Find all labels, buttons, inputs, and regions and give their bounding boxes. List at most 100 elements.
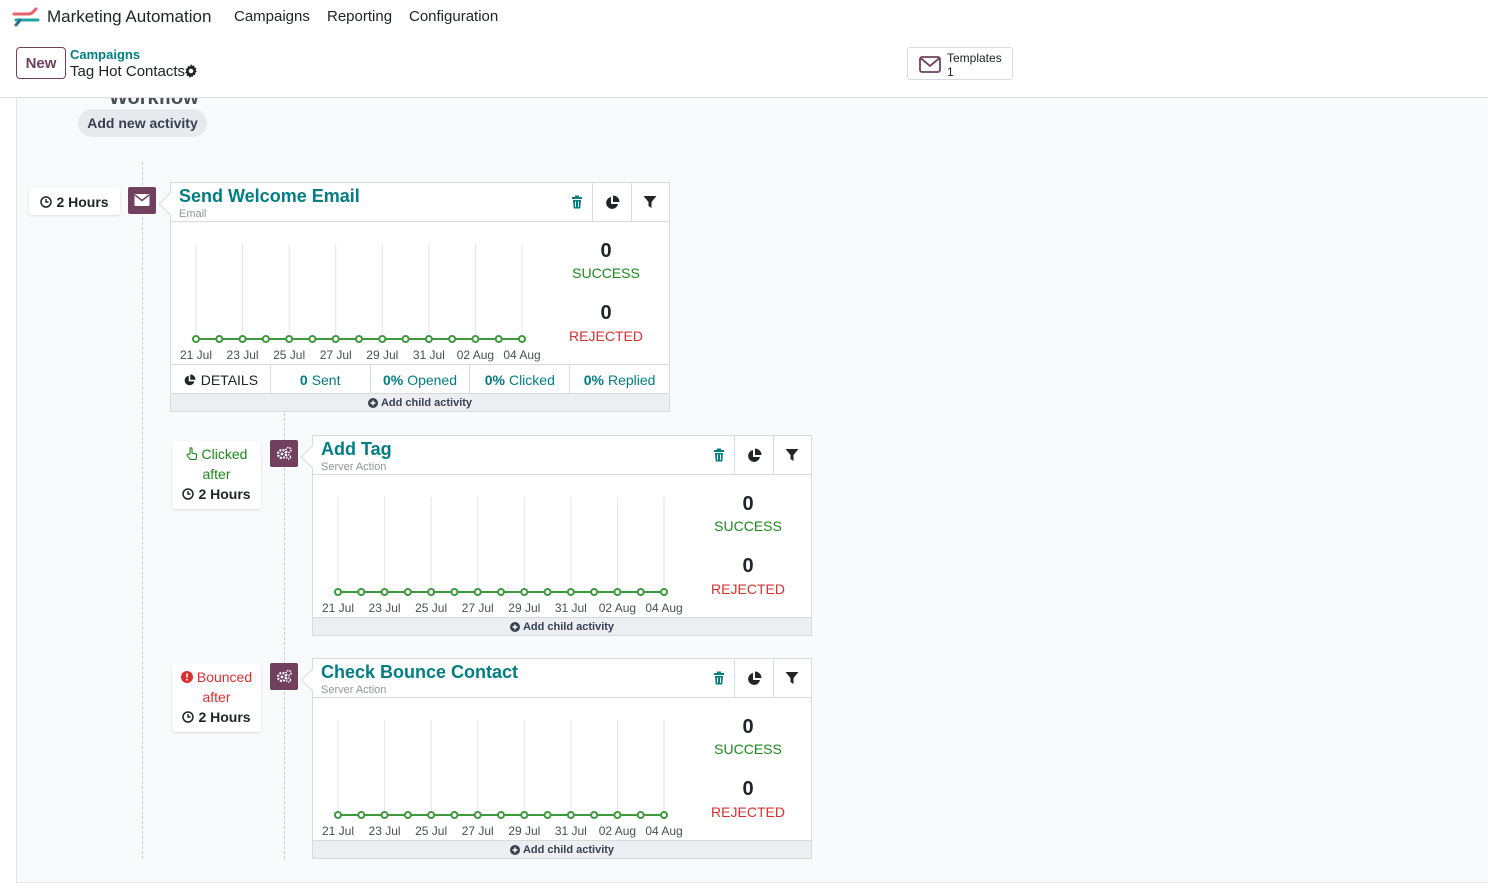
breadcrumb-campaigns-link[interactable]: Campaigns [70,47,141,62]
chart-point [285,335,294,343]
trash-icon[interactable] [713,671,725,685]
top-navbar: Marketing Automation Campaigns Reporting… [0,0,1488,34]
chart-date-label: 23 Jul [227,348,259,362]
menu-reporting[interactable]: Reporting [327,8,393,25]
chart-date-label: 27 Jul [462,601,494,615]
filter-icon [643,196,657,208]
graph-toggle-button[interactable] [592,183,631,221]
filter-button[interactable] [631,183,670,221]
chart-point [471,335,480,343]
chart-date-label: 23 Jul [369,824,401,838]
chart-point [450,588,459,596]
chart-point [473,811,482,819]
trigger-badge: Bounced after 2 Hours [172,664,261,732]
plus-circle-icon [509,844,520,855]
new-button[interactable]: New [16,47,66,79]
stat-sent[interactable]: 0 Sent [271,365,371,395]
add-child-label: Add child activity [522,620,615,633]
filter-button[interactable] [773,436,812,474]
pie-chart-icon [748,671,762,685]
chart-point [590,588,599,596]
chart-point [590,811,599,819]
opened-label: Opened [407,372,458,388]
activity-chart: 21 Jul 23 Jul 25 Jul 27 Jul 29 Jul 31 Jul 02 A… [322,720,683,838]
activity-chart: 21 Jul 23 Jul 25 Jul 27 Jul 29 Jul 31 Jul 02 A… [322,497,683,615]
trigger-after: after [202,689,231,705]
chart-point [520,588,529,596]
cogs-icon [276,446,292,460]
chart-date-label: 04 Aug [503,348,540,362]
templates-label: Templates [947,51,1002,65]
chart-date-label: 23 Jul [369,601,401,615]
trigger-event: Clicked [201,446,248,462]
chart-date-label: 25 Jul [273,348,305,362]
replied-value: 0% [583,372,604,388]
chart-point [494,335,503,343]
menu-campaigns[interactable]: Campaigns [234,8,310,25]
chart-date-label: 04 Aug [645,824,682,838]
activity-title[interactable]: Check Bounce Contact [321,662,519,682]
add-child-label: Add child activity [380,396,473,409]
activity-chart: 21 Jul 23 Jul 25 Jul 27 Jul 29 Jul 31 Jul 02 A… [180,244,541,362]
chart-date-label: 31 Jul [555,601,587,615]
templates-smart-button[interactable]: Templates 1 [907,47,1013,80]
graph-toggle-button[interactable] [734,659,773,697]
chart-point [543,588,552,596]
details-button[interactable]: DETAILS [171,365,271,395]
control-panel: New Campaigns Tag Hot Contacts Templates… [0,34,1488,98]
rejected-count: 0 [742,555,754,577]
add-child-activity-button[interactable]: Add child activity [313,840,811,858]
chart-point [215,335,224,343]
stat-clicked[interactable]: 0% Clicked [470,365,571,395]
chart-point [448,335,457,343]
envelope-icon [134,194,150,206]
add-new-activity-button[interactable]: Add new activity [78,109,207,137]
pie-chart-icon [748,448,762,462]
chart-point [380,811,389,819]
menu-configuration[interactable]: Configuration [409,8,499,25]
add-child-activity-button[interactable]: Add child activity [313,617,811,635]
filter-icon [785,449,799,461]
email-stats-row: DETAILS 0 Sent 0% Opened 0% Clicked 0% Repli… [171,364,669,395]
chart-point [543,811,552,819]
activity-title[interactable]: Add Tag [321,439,392,459]
stat-replied[interactable]: 0% Replied [570,365,669,395]
clicked-value: 0% [484,372,505,388]
trash-icon[interactable] [571,195,583,209]
chart-point [308,335,317,343]
filter-button[interactable] [773,659,812,697]
success-label: SUCCESS [572,265,640,281]
app-name[interactable]: Marketing Automation [47,7,212,26]
trigger-delay: 2 Hours [56,193,109,210]
chart-date-label: 02 Aug [457,348,494,362]
rejected-count: 0 [600,302,612,324]
trigger-badge: 2 Hours [29,188,120,215]
chart-point [357,588,366,596]
chart-point [424,335,433,343]
chart-point [403,588,412,596]
activity-type-label: Server Action [321,684,387,696]
add-child-activity-button[interactable]: Add child activity [171,393,669,411]
trash-icon[interactable] [713,448,725,462]
chart-point [380,588,389,596]
graph-toggle-button[interactable] [734,436,773,474]
add-child-label: Add child activity [522,843,615,856]
clock-icon [40,195,53,208]
brand-logo-icon[interactable] [12,7,40,27]
chart-point [660,811,668,819]
chart-point [238,335,247,343]
chart-point [331,335,340,343]
success-label: SUCCESS [714,741,782,757]
chart-point [497,811,505,819]
chart-date-label: 25 Jul [415,601,447,615]
sent-value: 0 [299,372,308,388]
stat-opened[interactable]: 0% Opened [371,365,471,395]
details-label: DETAILS [200,372,259,388]
clicked-label: Clicked [508,372,555,388]
plus-circle-icon [509,621,520,632]
activity-type-label: Server Action [321,461,387,473]
activity-title[interactable]: Send Welcome Email [179,186,360,206]
gear-icon[interactable] [184,64,198,78]
activity-card: Send Welcome Email Email 21 Jul 23 Jul 25 … [158,182,670,412]
chart-date-label: 02 Aug [599,824,636,838]
